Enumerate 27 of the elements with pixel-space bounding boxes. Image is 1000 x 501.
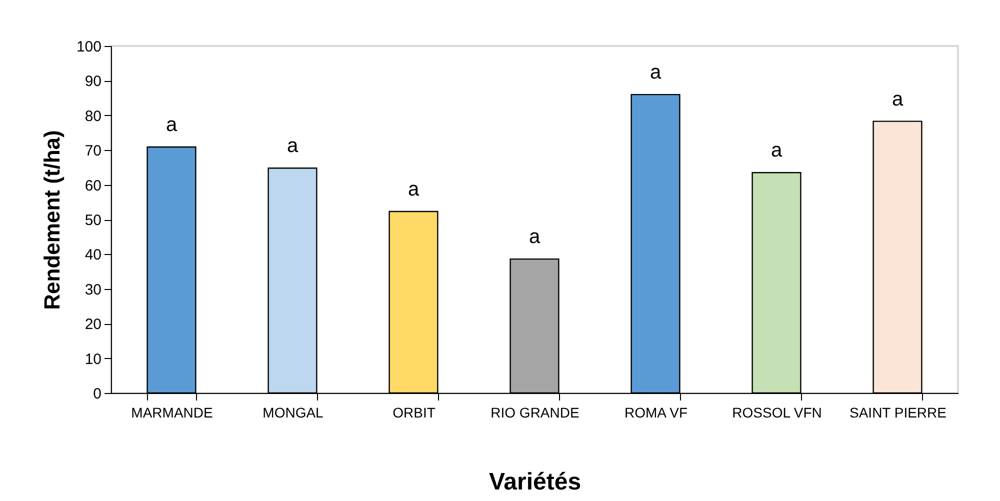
y-tick-label: 30: [84, 281, 102, 298]
y-tick-label: 50: [84, 212, 102, 229]
y-tick-label: 40: [84, 246, 102, 264]
y-tick-label: 60: [84, 177, 102, 194]
x-axis-title: Variétés: [488, 468, 582, 496]
y-tick-label: 100: [76, 38, 102, 56]
data-label: a: [286, 135, 299, 158]
x-tick-label: ORBIT: [392, 404, 436, 420]
x-tick-label: RIO GRANDE: [490, 404, 580, 420]
y-tick-label: 0: [93, 386, 102, 402]
data-label: a: [528, 226, 541, 248]
x-tick-label: SAINT PIERRE: [850, 404, 946, 420]
x-tick-label: ROSSOL VFN: [732, 404, 822, 420]
y-tick-label: 10: [84, 350, 102, 368]
x-tick-label: ROMA VF: [624, 404, 688, 420]
data-label: a: [650, 62, 662, 84]
data-label: a: [892, 88, 904, 110]
y-tick-label: 20: [84, 316, 102, 334]
x-tick-label: MARMANDE: [131, 404, 213, 420]
y-tick-label: 90: [84, 73, 102, 90]
data-label: a: [770, 140, 783, 162]
x-tick-label: MONGAL: [262, 404, 324, 420]
data-label: a: [166, 114, 178, 136]
data-label: a: [408, 178, 420, 201]
y-axis-title: Rendement (t/ha): [39, 130, 64, 310]
y-tick-label: 80: [84, 108, 102, 125]
y-tick-label: 70: [84, 142, 102, 160]
